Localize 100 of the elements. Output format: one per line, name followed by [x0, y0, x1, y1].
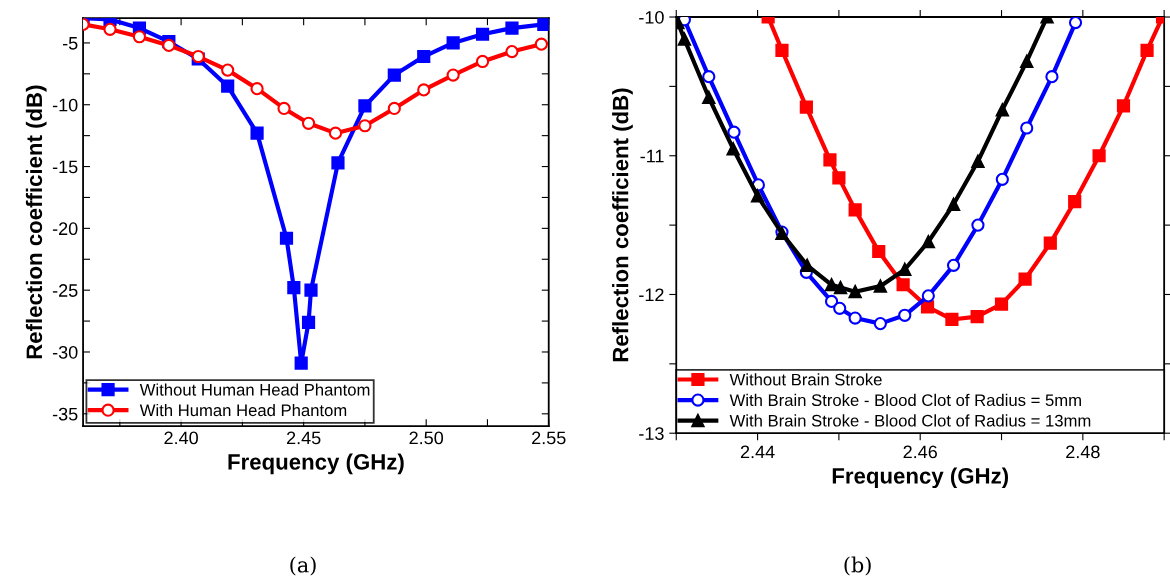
- y-tick-label: -10: [639, 10, 664, 24]
- y-tick-label: -10: [52, 98, 78, 112]
- point: [677, 32, 691, 46]
- x-tick-label: 2.40: [164, 431, 198, 445]
- point: [358, 99, 372, 113]
- point: [301, 315, 316, 329]
- point: [921, 289, 935, 303]
- point: [221, 79, 235, 93]
- point: [971, 154, 985, 168]
- y-axis-title: Reflection coefficient (dB): [612, 88, 633, 362]
- point: [848, 311, 862, 325]
- point: [995, 172, 1009, 186]
- point: [823, 153, 837, 167]
- point: [287, 281, 301, 295]
- legend-label: With Brain Stroke - Blood Clot of Radius = 13mm: [729, 414, 1091, 427]
- y-tick-label: -15: [52, 160, 78, 174]
- point: [727, 125, 741, 139]
- x-tick-label: 2.50: [409, 431, 444, 445]
- point: [1068, 194, 1082, 209]
- point: [294, 356, 308, 370]
- legend-label: With Human Head Phantom: [139, 403, 347, 417]
- point: [848, 203, 862, 217]
- point: [387, 68, 401, 82]
- point: [898, 308, 912, 322]
- point: [1020, 121, 1034, 135]
- text: (a): [290, 556, 316, 576]
- point: [277, 101, 291, 116]
- point: [970, 310, 984, 324]
- point: [446, 36, 460, 50]
- point: [328, 126, 343, 140]
- x-tick-label: 2.48: [1066, 445, 1100, 459]
- point: [946, 197, 961, 211]
- y-axis-title: Reflection coefficient (dB): [25, 85, 47, 359]
- x-axis-title: Frequency (GHz): [228, 453, 404, 475]
- y-tick-label: -12: [639, 288, 664, 302]
- point: [702, 70, 716, 84]
- legend-label: Without Human Head Phantom: [139, 383, 370, 396]
- point: [279, 231, 294, 245]
- point: [800, 258, 814, 272]
- x-tick-label: 2.46: [903, 445, 937, 459]
- point: [898, 262, 912, 277]
- point: [387, 101, 401, 116]
- point: [417, 49, 431, 64]
- point: [873, 279, 887, 293]
- point: [824, 278, 839, 292]
- point: [726, 142, 740, 156]
- point: [945, 312, 959, 327]
- point: [331, 156, 345, 170]
- point: [1020, 54, 1034, 69]
- point: [534, 37, 548, 51]
- point: [505, 44, 519, 59]
- point: [446, 68, 460, 82]
- point: [1140, 43, 1154, 57]
- point: [824, 294, 839, 309]
- point: [1068, 17, 1083, 30]
- point: [896, 278, 910, 292]
- point: [1045, 70, 1059, 84]
- point: [848, 285, 862, 299]
- point: [799, 100, 813, 114]
- point: [475, 54, 490, 69]
- y-tick-label: -11: [640, 149, 664, 163]
- x-tick-label: 2.55: [532, 431, 566, 445]
- point: [417, 83, 431, 97]
- point: [505, 21, 519, 35]
- legend-label: With Brain Stroke - Blood Clot of Radius = 5mm: [729, 393, 1081, 407]
- point: [475, 27, 490, 41]
- point: [1116, 99, 1131, 113]
- point: [103, 22, 117, 36]
- point: [872, 244, 886, 259]
- point: [833, 301, 847, 315]
- x-tick-label: 2.45: [286, 431, 321, 445]
- point: [775, 43, 789, 57]
- y-tick-label: -20: [52, 222, 78, 236]
- point: [250, 82, 264, 96]
- point: [1092, 149, 1106, 163]
- point: [1018, 272, 1032, 286]
- point: [946, 258, 961, 272]
- x-tick-label: 2.44: [740, 445, 775, 459]
- point: [250, 126, 264, 140]
- y-tick-label: -30: [52, 345, 78, 359]
- point: [304, 283, 318, 297]
- text: (b): [844, 556, 871, 576]
- point: [1043, 236, 1057, 250]
- point: [994, 297, 1009, 311]
- point: [832, 171, 846, 185]
- x-axis-title: Frequency (GHz): [832, 467, 1009, 489]
- point: [995, 103, 1009, 117]
- point: [920, 300, 935, 314]
- y-tick-label: -25: [52, 284, 78, 297]
- point: [833, 280, 848, 295]
- y-tick-label: -13: [639, 427, 664, 440]
- point: [921, 235, 935, 249]
- point: [221, 63, 235, 77]
- point: [358, 119, 372, 133]
- point: [301, 116, 316, 130]
- point: [750, 189, 765, 203]
- point: [702, 90, 716, 105]
- point: [971, 218, 985, 232]
- legend-label: Without Brain Stroke: [729, 373, 882, 386]
- y-tick-label: -5: [62, 37, 78, 50]
